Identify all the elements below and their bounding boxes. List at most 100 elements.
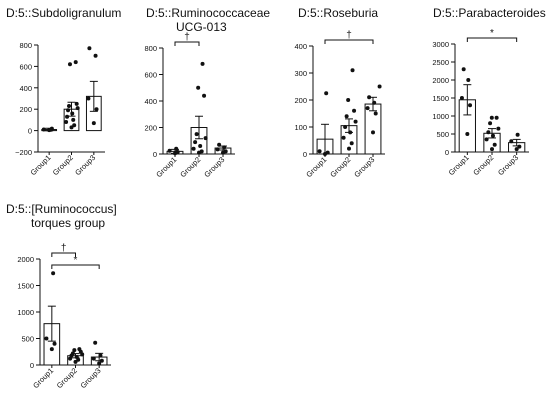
- data-point: [465, 132, 470, 136]
- chart-title-line: D:5::Ruminococcaceae: [146, 6, 271, 20]
- chart-panel-roseburia: D:5::Roseburia 0 100 200 300 400 Group1 Group2…: [270, 0, 410, 180]
- data-point: [70, 351, 75, 356]
- y-tick-label: 800: [144, 44, 157, 53]
- data-point: [317, 149, 322, 154]
- significance-label: *: [74, 255, 78, 266]
- data-point: [66, 108, 71, 113]
- x-tick-label: Group3: [496, 153, 520, 177]
- data-point: [341, 135, 346, 140]
- y-tick-label: 400: [19, 84, 32, 93]
- y-tick-label: 500: [21, 335, 34, 344]
- y-tick-label: 300: [294, 69, 307, 78]
- chart-panel-ruminococcus-torques: D:5::[Ruminococcus] torques group 0 500 10…: [0, 196, 140, 401]
- chart-title: D:5::Roseburia: [298, 6, 378, 20]
- data-point: [222, 145, 227, 150]
- chart-title-line: torques group: [31, 216, 106, 230]
- x-tick-label: Group1: [304, 155, 328, 179]
- data-point: [325, 150, 330, 155]
- data-point: [496, 126, 501, 131]
- chart-title: D:5::Parabacteroides: [433, 6, 546, 20]
- data-point: [461, 67, 466, 72]
- chart-panel-subdoligranulum: D:5::Subdoligranulum −200 0 200 400 600 800 Gr…: [0, 0, 140, 180]
- data-point: [514, 147, 519, 152]
- x-tick-label: Group3: [202, 155, 226, 179]
- data-point: [459, 96, 464, 100]
- y-tick-label: 0: [445, 148, 449, 157]
- data-point: [72, 123, 77, 128]
- data-point: [203, 136, 208, 141]
- y-tick-label: 2000: [17, 255, 34, 264]
- data-point: [377, 84, 382, 89]
- data-point: [196, 85, 201, 90]
- data-point: [468, 103, 473, 108]
- data-point: [193, 140, 198, 145]
- data-point: [44, 336, 49, 341]
- bar: [364, 103, 382, 155]
- data-point: [371, 130, 375, 135]
- data-point: [367, 95, 372, 100]
- y-tick-label: 1000: [432, 112, 449, 121]
- data-point: [52, 341, 57, 346]
- chart-panel-ruminococcaceae: D:5::Ruminococcaceae UCG-013 0 200 400 600 8…: [133, 0, 273, 180]
- data-point: [67, 62, 72, 67]
- data-point: [494, 115, 499, 120]
- x-tick-label: Group1: [447, 153, 471, 177]
- data-point: [200, 61, 205, 66]
- significance-bracket: [51, 264, 100, 269]
- chart-title: D:5::[Ruminococcus] torques group: [6, 202, 117, 230]
- data-point: [73, 60, 78, 65]
- data-point: [175, 150, 180, 155]
- chart-title-line: D:5::Parabacteroides: [433, 6, 546, 20]
- significance-bracket: [324, 39, 374, 44]
- data-point: [48, 127, 53, 132]
- data-point: [167, 148, 172, 153]
- data-point: [350, 68, 355, 73]
- data-point: [94, 107, 99, 112]
- y-tick-label: 600: [144, 71, 157, 80]
- data-point: [73, 359, 78, 364]
- data-point: [74, 101, 79, 106]
- chart-title: D:5::Subdoligranulum: [6, 6, 121, 20]
- y-tick-label: 2500: [432, 58, 449, 67]
- data-point: [202, 93, 207, 98]
- data-point: [509, 139, 514, 144]
- chart-panel-parabacteroides: D:5::Parabacteroides 0 500 1000 1500 2000 250…: [405, 0, 550, 180]
- y-tick-label: −200: [15, 148, 32, 157]
- x-tick-label: Group2: [178, 155, 202, 179]
- data-point: [223, 149, 228, 154]
- data-point: [97, 361, 102, 366]
- chart-title-line: D:5::Subdoligranulum: [6, 6, 122, 20]
- data-point: [91, 356, 96, 361]
- data-point: [489, 115, 494, 120]
- x-tick-label: Group3: [79, 366, 103, 390]
- data-point: [99, 358, 104, 363]
- data-point: [515, 132, 520, 137]
- data-point: [69, 125, 74, 130]
- chart-title-line: D:5::[Ruminococcus]: [6, 202, 117, 216]
- data-point: [75, 106, 80, 111]
- chart-title-line: D:5::Roseburia: [298, 6, 379, 20]
- y-tick-label: 3000: [432, 40, 449, 49]
- data-point: [71, 117, 76, 122]
- data-point: [74, 355, 79, 360]
- x-tick-label: Group1: [29, 153, 53, 177]
- data-point: [65, 114, 70, 119]
- chart-title-line: UCG-013: [176, 20, 227, 34]
- data-point: [51, 271, 56, 276]
- data-point: [324, 91, 329, 96]
- data-point: [87, 46, 92, 51]
- data-point: [91, 121, 96, 126]
- y-tick-label: 1500: [432, 94, 449, 103]
- data-point: [486, 130, 491, 135]
- data-point: [98, 353, 103, 358]
- data-point: [217, 142, 222, 147]
- data-point: [488, 121, 493, 126]
- data-point: [343, 125, 348, 129]
- data-point: [490, 133, 495, 138]
- x-tick-label: Group2: [328, 155, 352, 179]
- data-point: [93, 53, 98, 58]
- chart-title: D:5::Ruminococcaceae UCG-013: [146, 6, 270, 34]
- y-tick-label: 1500: [17, 282, 34, 291]
- y-tick-label: 200: [19, 105, 32, 114]
- data-point: [41, 127, 46, 132]
